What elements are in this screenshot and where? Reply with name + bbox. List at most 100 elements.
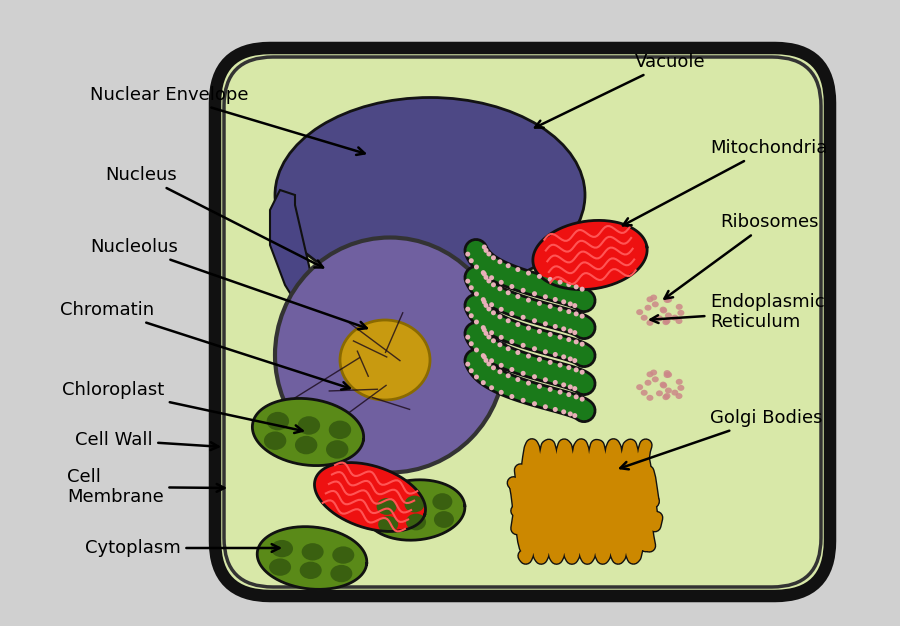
Ellipse shape	[526, 354, 531, 359]
Ellipse shape	[474, 319, 479, 324]
Text: Nuclear Envelope: Nuclear Envelope	[90, 86, 365, 155]
Ellipse shape	[580, 342, 585, 347]
Ellipse shape	[536, 523, 544, 529]
Ellipse shape	[662, 319, 670, 325]
Ellipse shape	[520, 343, 526, 348]
Ellipse shape	[584, 447, 592, 453]
Ellipse shape	[568, 411, 572, 416]
Ellipse shape	[568, 301, 572, 306]
Ellipse shape	[562, 354, 566, 359]
Ellipse shape	[481, 297, 486, 302]
Ellipse shape	[568, 384, 572, 389]
Ellipse shape	[509, 339, 515, 344]
Ellipse shape	[491, 338, 496, 343]
Ellipse shape	[537, 329, 542, 334]
Ellipse shape	[266, 412, 289, 430]
Ellipse shape	[678, 310, 684, 316]
Polygon shape	[252, 398, 364, 466]
Ellipse shape	[520, 315, 526, 320]
Ellipse shape	[520, 398, 526, 403]
Ellipse shape	[406, 513, 426, 530]
Ellipse shape	[558, 335, 562, 340]
Ellipse shape	[543, 294, 548, 299]
Polygon shape	[270, 190, 360, 360]
Text: Vacuole: Vacuole	[535, 53, 706, 128]
Ellipse shape	[509, 367, 515, 372]
Ellipse shape	[566, 309, 572, 314]
Ellipse shape	[562, 451, 570, 456]
Ellipse shape	[491, 366, 496, 370]
Ellipse shape	[652, 301, 659, 307]
Ellipse shape	[482, 272, 487, 277]
Ellipse shape	[547, 277, 553, 282]
Ellipse shape	[547, 304, 553, 309]
Ellipse shape	[537, 384, 542, 389]
Ellipse shape	[491, 282, 496, 287]
FancyBboxPatch shape	[215, 48, 830, 596]
Text: Nucleus: Nucleus	[105, 166, 323, 267]
Ellipse shape	[489, 385, 494, 390]
Ellipse shape	[562, 299, 566, 304]
Ellipse shape	[661, 307, 667, 314]
Ellipse shape	[553, 324, 558, 329]
Text: Cell Wall: Cell Wall	[75, 431, 219, 450]
Ellipse shape	[646, 371, 653, 377]
Ellipse shape	[532, 401, 537, 406]
Ellipse shape	[482, 327, 487, 332]
Ellipse shape	[506, 264, 510, 268]
Ellipse shape	[572, 358, 577, 363]
Ellipse shape	[663, 318, 670, 324]
Ellipse shape	[516, 350, 520, 355]
Ellipse shape	[526, 381, 531, 386]
Ellipse shape	[660, 382, 667, 387]
Ellipse shape	[573, 284, 579, 289]
Ellipse shape	[499, 363, 504, 368]
Ellipse shape	[537, 274, 542, 279]
Ellipse shape	[665, 372, 672, 377]
Text: Cell
Membrane: Cell Membrane	[67, 468, 224, 506]
Ellipse shape	[547, 387, 553, 392]
Ellipse shape	[623, 527, 631, 533]
Ellipse shape	[636, 309, 644, 315]
Ellipse shape	[330, 565, 352, 582]
Ellipse shape	[558, 362, 562, 367]
Ellipse shape	[558, 280, 562, 285]
Ellipse shape	[543, 404, 548, 409]
Ellipse shape	[572, 386, 577, 391]
Ellipse shape	[580, 397, 585, 402]
Ellipse shape	[650, 369, 657, 376]
Ellipse shape	[483, 331, 489, 336]
Ellipse shape	[615, 459, 623, 465]
Ellipse shape	[498, 259, 502, 264]
Ellipse shape	[489, 331, 494, 336]
Ellipse shape	[656, 391, 663, 396]
Ellipse shape	[499, 307, 504, 312]
Ellipse shape	[552, 538, 560, 545]
Ellipse shape	[483, 303, 489, 308]
Ellipse shape	[629, 518, 637, 524]
Ellipse shape	[606, 453, 614, 459]
Ellipse shape	[661, 382, 667, 389]
Ellipse shape	[676, 318, 682, 324]
Polygon shape	[314, 463, 426, 531]
Ellipse shape	[474, 347, 479, 352]
Polygon shape	[365, 480, 465, 540]
Ellipse shape	[526, 297, 531, 302]
Ellipse shape	[623, 467, 631, 473]
Ellipse shape	[509, 311, 515, 316]
Ellipse shape	[572, 303, 577, 308]
Text: Golgi Bodies: Golgi Bodies	[620, 409, 823, 470]
Ellipse shape	[474, 374, 479, 379]
Ellipse shape	[532, 291, 537, 296]
Ellipse shape	[520, 371, 526, 376]
Ellipse shape	[678, 385, 684, 391]
Ellipse shape	[663, 295, 670, 301]
Ellipse shape	[481, 325, 486, 330]
Ellipse shape	[676, 304, 683, 310]
Ellipse shape	[572, 546, 580, 552]
Ellipse shape	[483, 358, 489, 363]
Ellipse shape	[531, 481, 539, 487]
Ellipse shape	[469, 368, 473, 373]
Ellipse shape	[482, 299, 487, 304]
Ellipse shape	[646, 296, 653, 302]
